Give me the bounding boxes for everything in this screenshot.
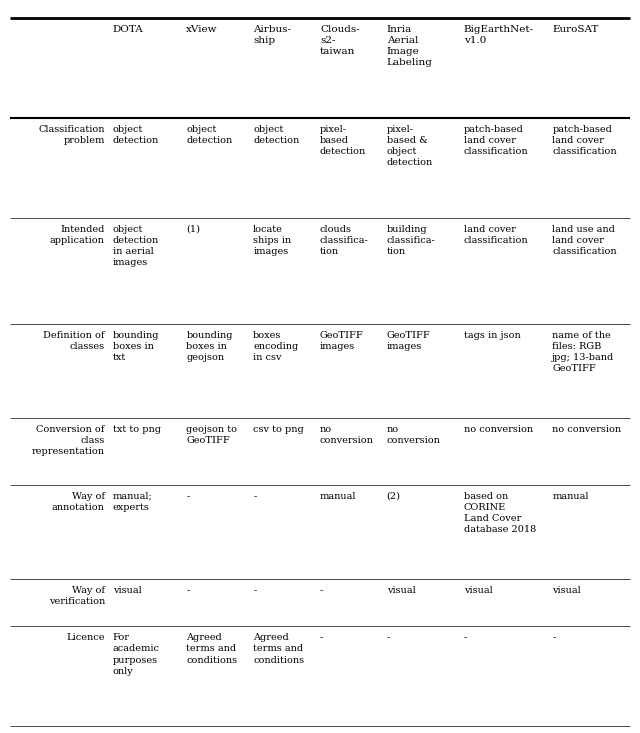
- Text: Licence: Licence: [67, 633, 105, 642]
- Text: bounding
boxes in
txt: bounding boxes in txt: [113, 331, 159, 362]
- Text: Conversion of
class
representation: Conversion of class representation: [32, 425, 105, 456]
- Text: -: -: [320, 586, 323, 595]
- Text: no
conversion: no conversion: [320, 425, 374, 445]
- Text: no
conversion: no conversion: [387, 425, 440, 445]
- Text: name of the
files: RGB
jpg; 13-band
GeoTIFF: name of the files: RGB jpg; 13-band GeoT…: [552, 331, 614, 373]
- Text: DOTA: DOTA: [113, 25, 143, 34]
- Text: locate
ships in
images: locate ships in images: [253, 225, 291, 257]
- Text: -: -: [552, 633, 556, 642]
- Text: BigEarthNet-
v1.0: BigEarthNet- v1.0: [463, 25, 534, 45]
- Text: Classification
problem: Classification problem: [38, 125, 105, 145]
- Text: visual: visual: [113, 586, 141, 595]
- Text: -: -: [253, 586, 257, 595]
- Text: patch-based
land cover
classification: patch-based land cover classification: [552, 125, 617, 156]
- Text: Definition of
classes: Definition of classes: [44, 331, 105, 350]
- Text: visual: visual: [387, 586, 415, 595]
- Text: -: -: [253, 492, 257, 501]
- Text: building
classifica-
tion: building classifica- tion: [387, 225, 435, 257]
- Text: GeoTIFF
images: GeoTIFF images: [320, 331, 364, 350]
- Text: bounding
boxes in
geojson: bounding boxes in geojson: [186, 331, 233, 362]
- Text: pixel-
based
detection: pixel- based detection: [320, 125, 366, 156]
- Text: tags in json: tags in json: [463, 331, 520, 339]
- Text: (1): (1): [186, 225, 200, 234]
- Text: visual: visual: [552, 586, 581, 595]
- Text: manual;
experts: manual; experts: [113, 492, 152, 512]
- Text: pixel-
based &
object
detection: pixel- based & object detection: [387, 125, 433, 167]
- Text: For
academic
purposes
only: For academic purposes only: [113, 633, 160, 676]
- Text: Inria
Aerial
Image
Labeling: Inria Aerial Image Labeling: [387, 25, 433, 67]
- Text: -: -: [387, 633, 390, 642]
- Text: Agreed
terms and
conditions: Agreed terms and conditions: [253, 633, 304, 665]
- Text: manual: manual: [552, 492, 589, 501]
- Text: object
detection: object detection: [253, 125, 300, 145]
- Text: boxes
encoding
in csv: boxes encoding in csv: [253, 331, 298, 362]
- Text: -: -: [463, 633, 467, 642]
- Text: no conversion: no conversion: [463, 425, 532, 434]
- Text: based on
CORINE
Land Cover
database 2018: based on CORINE Land Cover database 2018: [463, 492, 536, 534]
- Text: geojson to
GeoTIFF: geojson to GeoTIFF: [186, 425, 237, 445]
- Text: manual: manual: [320, 492, 356, 501]
- Text: object
detection
in aerial
images: object detection in aerial images: [113, 225, 159, 268]
- Text: visual: visual: [463, 586, 492, 595]
- Text: txt to png: txt to png: [113, 425, 161, 434]
- Text: land use and
land cover
classification: land use and land cover classification: [552, 225, 617, 257]
- Text: EuroSAT: EuroSAT: [552, 25, 598, 34]
- Text: (2): (2): [387, 492, 401, 501]
- Text: Airbus-
ship: Airbus- ship: [253, 25, 291, 45]
- Text: no conversion: no conversion: [552, 425, 621, 434]
- Text: clouds
classifica-
tion: clouds classifica- tion: [320, 225, 369, 257]
- Text: Intended
application: Intended application: [50, 225, 105, 245]
- Text: patch-based
land cover
classification: patch-based land cover classification: [463, 125, 528, 156]
- Text: -: -: [320, 633, 323, 642]
- Text: Way of
verification: Way of verification: [49, 586, 105, 606]
- Text: land cover
classification: land cover classification: [463, 225, 528, 245]
- Text: -: -: [186, 492, 189, 501]
- Text: Agreed
terms and
conditions: Agreed terms and conditions: [186, 633, 237, 665]
- Text: object
detection: object detection: [113, 125, 159, 145]
- Text: xView: xView: [186, 25, 218, 34]
- Text: -: -: [186, 586, 189, 595]
- Text: Clouds-
s2-
taiwan: Clouds- s2- taiwan: [320, 25, 360, 56]
- Text: GeoTIFF
images: GeoTIFF images: [387, 331, 431, 350]
- Text: Way of
annotation: Way of annotation: [52, 492, 105, 512]
- Text: object
detection: object detection: [186, 125, 232, 145]
- Text: csv to png: csv to png: [253, 425, 304, 434]
